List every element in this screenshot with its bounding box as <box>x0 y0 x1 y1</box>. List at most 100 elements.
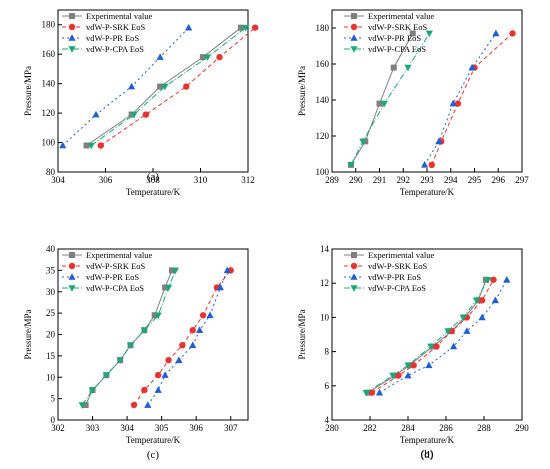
legend-marker <box>350 46 358 53</box>
series <box>421 29 500 168</box>
data-point <box>428 161 435 168</box>
plot-frame <box>331 248 523 421</box>
y-tick-label: 12 <box>320 278 329 288</box>
data-point <box>251 24 259 31</box>
data-point <box>83 142 90 149</box>
series <box>78 267 180 409</box>
y-tick-label: 80 <box>46 167 56 177</box>
panel-label: (d) <box>421 449 434 461</box>
y-axis-label: Pressure/MPa <box>297 66 307 116</box>
data-point <box>142 111 150 118</box>
y-tick-label: 25 <box>46 308 56 318</box>
legend-marker <box>68 23 76 31</box>
x-tick-label: 292 <box>397 175 411 185</box>
y-tick-label: 160 <box>316 59 330 69</box>
legend-entry: vdW-P-PR EoS <box>86 33 139 43</box>
x-tick-label: 306 <box>189 423 203 433</box>
data-point <box>389 372 397 380</box>
y-tick-label: 100 <box>42 138 56 148</box>
y-tick-label: 6 <box>325 381 330 391</box>
data-point <box>237 24 244 31</box>
legend-marker <box>68 262 76 270</box>
data-point <box>161 371 169 378</box>
data-point <box>368 389 376 396</box>
data-point <box>78 402 86 409</box>
legend-marker <box>68 34 76 41</box>
data-point <box>503 275 511 283</box>
series <box>87 24 250 150</box>
legend-entry: Experimental value <box>368 250 435 260</box>
data-point <box>463 327 471 334</box>
series <box>144 266 231 408</box>
series <box>368 276 497 396</box>
data-point <box>404 371 412 379</box>
data-point <box>164 284 173 292</box>
data-point <box>204 54 212 61</box>
legend-entry: Experimental value <box>368 11 435 21</box>
x-tick-label: 304 <box>51 175 65 185</box>
x-axis-label: Temperature/K <box>126 187 181 197</box>
x-tick-label: 312 <box>241 175 255 185</box>
y-tick-label: 14 <box>320 244 330 254</box>
series-line <box>90 27 246 146</box>
x-tick-label: 310 <box>194 175 208 185</box>
data-point <box>454 100 462 107</box>
series <box>130 267 234 409</box>
y-axis-label: Pressure/MPa <box>297 309 307 359</box>
data-point <box>156 53 164 60</box>
y-tick-label: 10 <box>320 312 330 322</box>
data-point <box>185 23 193 31</box>
data-point <box>126 342 135 349</box>
data-point <box>421 161 429 168</box>
legend-marker <box>350 285 358 292</box>
data-point <box>141 386 148 394</box>
x-tick-label: 290 <box>349 175 363 185</box>
data-point <box>478 313 486 321</box>
data-point <box>199 312 207 319</box>
legend-entry: Experimental value <box>86 11 153 21</box>
data-point <box>362 138 369 145</box>
x-tick-label: 307 <box>224 423 238 433</box>
data-point <box>468 63 476 71</box>
data-point <box>92 110 100 118</box>
data-point <box>484 276 492 284</box>
legend-marker <box>68 273 76 280</box>
data-point <box>97 142 104 149</box>
panel-label: (c) <box>147 449 160 461</box>
data-point <box>154 386 162 393</box>
data-point <box>242 24 250 32</box>
legend-marker <box>69 13 75 19</box>
legend-entry: vdW-P-SRK EoS <box>86 261 146 271</box>
chart-panel: 304 306 308 310 312 80 100 120 140 160 180 Temperat… <box>23 9 259 197</box>
x-tick-label: 295 <box>468 175 482 185</box>
data-point <box>87 142 95 150</box>
series-line <box>367 279 487 394</box>
data-point <box>395 372 402 379</box>
data-point <box>223 266 231 274</box>
data-point <box>380 100 388 108</box>
y-tick-label: 10 <box>46 372 56 382</box>
series-line <box>371 279 494 394</box>
data-point <box>376 100 383 107</box>
x-tick-label: 280 <box>325 423 339 433</box>
x-tick-label: 308 <box>146 175 160 185</box>
chart-panel: 280 282 284 286 288 290 4 6 8 10 12 14 Temperature/K… <box>297 244 529 461</box>
data-point <box>175 356 183 363</box>
x-tick-label: 284 <box>401 423 415 433</box>
x-tick-label: 290 <box>515 423 529 433</box>
y-tick-label: 140 <box>316 95 330 105</box>
legend-entry: vdW-P-PR EoS <box>368 272 421 282</box>
data-point <box>450 342 458 350</box>
series <box>83 24 244 149</box>
data-point <box>492 29 500 37</box>
data-point <box>359 138 367 146</box>
y-tick-label: 5 <box>51 394 56 404</box>
legend-entry: vdW-P-PR EoS <box>368 33 421 43</box>
data-point <box>362 389 370 397</box>
x-tick-label: 289 <box>325 175 339 185</box>
x-tick-label: 291 <box>373 175 387 185</box>
legend-marker <box>350 34 358 41</box>
legend-entry: vdW-P-SRK EoS <box>368 261 428 271</box>
